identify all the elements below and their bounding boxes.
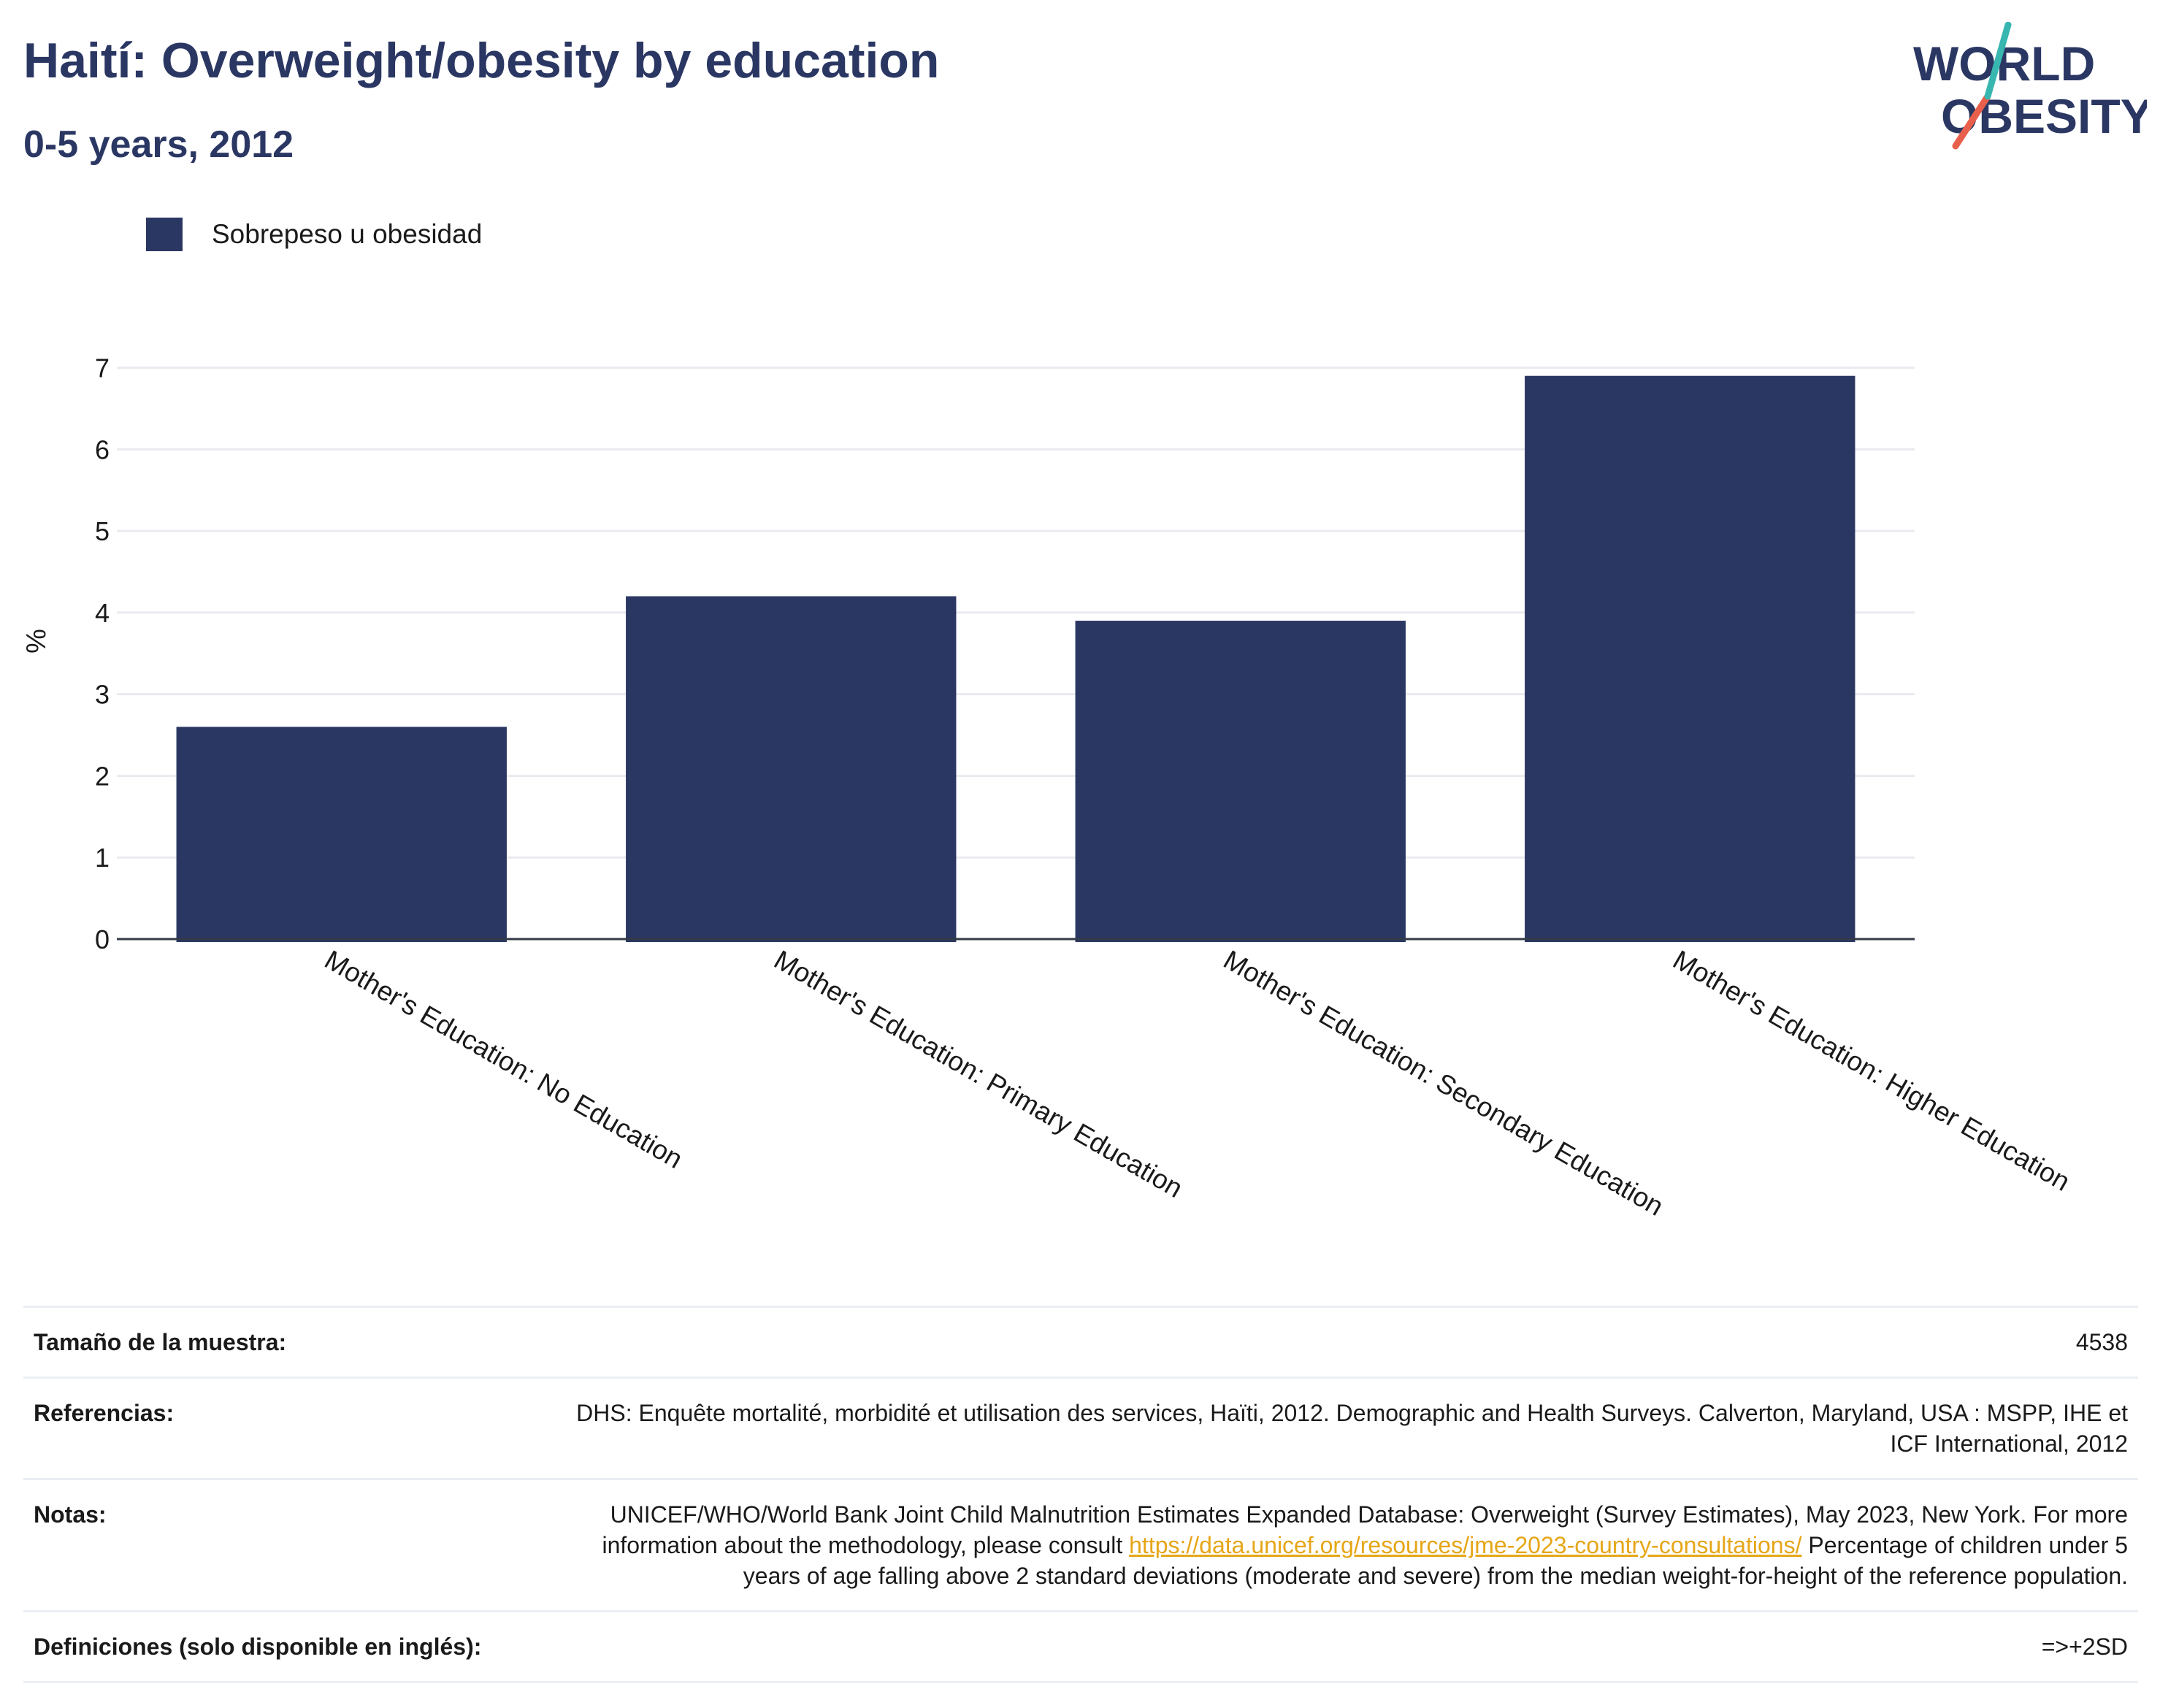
row-sample-size: Tamaño de la muestra: 4538: [23, 1306, 2138, 1376]
row-definitions: Definiciones (solo disponible en inglés)…: [23, 1610, 2138, 1683]
legend[interactable]: Sobrepeso u obesidad: [146, 218, 482, 251]
notes-text-1: UNICEF/WHO/World Bank Joint Child Malnut…: [602, 1501, 2128, 1558]
definitions-label: Definiciones (solo disponible en inglés)…: [34, 1634, 482, 1660]
world-obesity-logo: WORLD OBESITY: [1913, 22, 2147, 150]
logo-slash-teal: [1984, 22, 2012, 100]
chart-subtitle: 0-5 years, 2012: [23, 123, 294, 166]
y-tick-label: 4: [95, 598, 110, 628]
y-tick-label: 0: [95, 924, 110, 954]
x-tick-label: Mother's Education: No Education: [320, 944, 688, 1174]
notes-value: UNICEF/WHO/World Bank Joint Child Malnut…: [572, 1499, 2138, 1591]
definitions-value: =>+2SD: [2041, 1634, 2128, 1660]
y-tick-label: 2: [95, 761, 110, 791]
notes-text-2: Percentage of children under 5 years of …: [743, 1532, 2128, 1589]
row-references: Referencias: DHS: Enquête mortalité, mor…: [23, 1376, 2138, 1478]
y-axis-title: %: [21, 629, 52, 654]
row-notes: Notas: UNICEF/WHO/World Bank Joint Child…: [23, 1478, 2138, 1610]
sample-size-value: 4538: [2075, 1329, 2128, 1355]
y-tick-label: 7: [95, 353, 110, 383]
bar: [1075, 621, 1406, 942]
sample-size-label: Tamaño de la muestra:: [34, 1329, 287, 1355]
references-value: DHS: Enquête mortalité, morbidité et uti…: [576, 1400, 2128, 1457]
y-tick-label: 5: [95, 516, 110, 546]
bar: [1525, 375, 1855, 942]
y-tick-label: 3: [95, 680, 110, 710]
bar: [626, 596, 957, 942]
info-table: Tamaño de la muestra: 4538 Referencias: …: [23, 1306, 2138, 1683]
x-tick-label: Mother's Education: Primary Education: [769, 944, 1187, 1203]
bar-chart: 0 1 2 3 4 5 6 7 Mother's Education: No Education…: [21, 353, 2075, 1222]
references-label: Referencias:: [34, 1400, 175, 1426]
methodology-link[interactable]: https://data.unicef.org/resources/jme-20…: [1129, 1532, 1802, 1558]
legend-label: Sobrepeso u obesidad: [212, 219, 483, 249]
bar: [176, 727, 507, 942]
legend-swatch: [146, 218, 183, 251]
x-tick-label: Mother's Education: Higher Education: [1668, 944, 2075, 1196]
logo-slash-red: [1952, 93, 1991, 150]
y-tick-label: 1: [95, 843, 110, 873]
x-tick-label: Mother's Education: Secondary Education: [1219, 944, 1669, 1221]
chart-title: Haití: Overweight/obesity by education: [23, 33, 940, 88]
notes-label: Notas:: [34, 1501, 107, 1528]
y-tick-label: 6: [95, 434, 110, 464]
